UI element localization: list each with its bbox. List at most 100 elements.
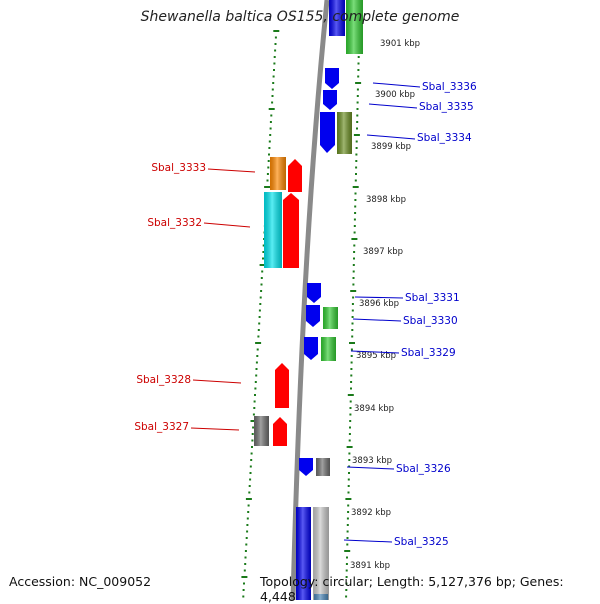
tick-mark: [348, 433, 351, 435]
tick-mark: [274, 49, 277, 52]
gene-feature[interactable]: [299, 458, 313, 476]
tick-mark: [355, 140, 358, 143]
tick-mark: [350, 387, 352, 390]
tick-mark: [345, 595, 348, 598]
tick-mark: [251, 439, 254, 442]
tick-mark: [255, 374, 258, 377]
gene-label[interactable]: Sbal_3330: [403, 315, 458, 327]
tick-mark: [357, 69, 360, 71]
tick-mark: [274, 43, 277, 45]
gene-label[interactable]: Sbal_3329: [401, 347, 456, 359]
tick-mark: [241, 576, 248, 578]
tick-mark: [354, 205, 357, 208]
tick-mark: [252, 413, 255, 416]
tick-mark: [248, 485, 251, 487]
gene-feature[interactable]: [288, 159, 302, 192]
tick-mark: [259, 296, 262, 299]
tick-mark: [259, 303, 262, 305]
gene-label[interactable]: Sbal_3325: [394, 536, 449, 548]
tick-mark: [255, 368, 258, 370]
tick-mark: [354, 179, 357, 182]
genome-backbone: [290, 0, 330, 600]
tick-mark: [351, 316, 354, 318]
tick-mark: [350, 381, 353, 383]
gene-feature[interactable]: [325, 68, 339, 89]
tick-mark: [356, 121, 359, 123]
kbp-label: 3898 kbp: [366, 195, 406, 205]
gene-label[interactable]: Sbal_3335: [419, 101, 474, 113]
gene-feature[interactable]: [307, 283, 321, 303]
gene-feature[interactable]: [320, 112, 335, 153]
tick-mark: [268, 108, 275, 110]
tick-mark: [273, 62, 276, 65]
gene-feature[interactable]: [283, 193, 299, 268]
tick-mark: [347, 394, 354, 396]
kbp-labels: 3901 kbp 3900 kbp 3899 kbp 3898 kbp 3897…: [350, 39, 420, 571]
tick-mark: [260, 277, 263, 279]
tick-mark: [346, 537, 349, 539]
tick-mark: [347, 485, 350, 487]
tick-mark: [354, 192, 357, 195]
gene-feature[interactable]: [306, 305, 320, 327]
gene-label[interactable]: Sbal_3332: [147, 217, 202, 229]
tick-mark: [346, 446, 353, 448]
tick-mark: [260, 290, 263, 292]
tick-mark: [269, 134, 272, 136]
tick-mark: [253, 407, 256, 409]
tick-mark: [268, 153, 270, 156]
tick-mark: [246, 524, 249, 526]
gene-feature[interactable]: [337, 112, 352, 154]
kbp-label: 3900 kbp: [375, 90, 415, 100]
accession-text: Accession: NC_009052: [9, 574, 152, 589]
gene-feature[interactable]: [270, 157, 286, 190]
gene-feature[interactable]: [316, 458, 330, 476]
tick-mark: [262, 251, 265, 253]
gene-feature[interactable]: [273, 417, 287, 446]
tick-mark: [254, 381, 257, 383]
tick-mark: [268, 147, 271, 149]
gene-feature[interactable]: [254, 416, 269, 446]
tick-mark: [346, 530, 349, 533]
tick-mark: [273, 30, 280, 32]
tick-mark: [256, 355, 259, 357]
tick-mark: [351, 335, 354, 338]
kbp-label: 3901 kbp: [380, 39, 420, 49]
tick-mark: [347, 478, 350, 481]
tick-mark: [246, 530, 249, 533]
tick-mark: [271, 101, 274, 104]
tick-mark: [266, 179, 269, 182]
tick-mark: [353, 231, 356, 234]
gene-label[interactable]: Sbal_3326: [396, 463, 451, 475]
gene-feature[interactable]: [275, 363, 289, 408]
tick-mark: [350, 290, 357, 292]
tick-mark: [353, 134, 360, 136]
kbp-label: 3899 kbp: [371, 142, 411, 152]
tick-mark: [357, 75, 360, 78]
tick-mark: [272, 75, 275, 78]
tick-mark: [355, 166, 358, 169]
gene-feature[interactable]: [304, 337, 318, 360]
tick-mark: [350, 348, 353, 351]
gene-label[interactable]: Sbal_3336: [422, 81, 477, 93]
gene-label[interactable]: Sbal_3327: [134, 421, 189, 433]
gene-feature[interactable]: [323, 307, 338, 329]
gene-feature[interactable]: [323, 90, 337, 110]
tick-mark: [243, 569, 246, 572]
tick-mark: [353, 257, 355, 260]
tick-mark: [261, 270, 264, 273]
gene-label[interactable]: Sbal_3333: [151, 162, 206, 174]
tick-mark: [247, 511, 250, 513]
gene-label[interactable]: Sbal_3334: [417, 132, 472, 144]
tick-mark: [352, 277, 355, 279]
tick-mark: [254, 387, 257, 390]
gene-label[interactable]: Sbal_3331: [405, 292, 460, 304]
forward-gene-labels: Sbal_3333 Sbal_3332 Sbal_3328 Sbal_3327: [134, 162, 256, 433]
gene-label[interactable]: Sbal_3328: [136, 374, 191, 386]
tick-mark: [354, 199, 357, 201]
gene-feature[interactable]: [321, 337, 336, 361]
tick-mark: [350, 361, 353, 364]
gene-feature[interactable]: [264, 192, 282, 268]
tick-mark: [253, 400, 256, 403]
tick-mark: [352, 264, 355, 266]
tick-mark: [260, 283, 263, 286]
